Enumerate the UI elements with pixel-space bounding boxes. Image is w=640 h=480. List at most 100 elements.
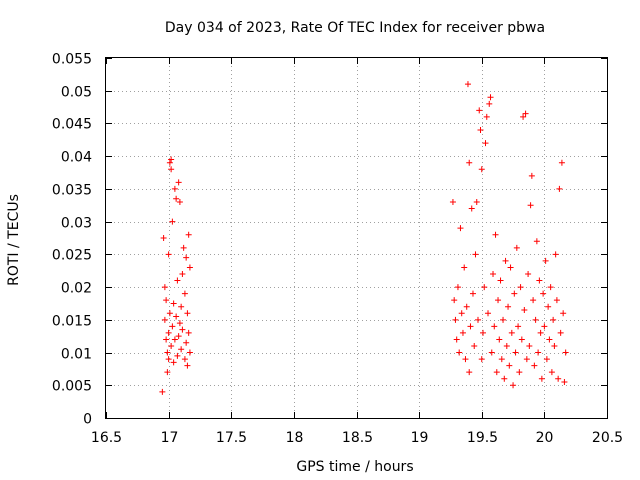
- data-point: [185, 231, 192, 238]
- data-point: [159, 388, 166, 395]
- x-tick-label: 16.5: [91, 430, 122, 446]
- data-point: [552, 251, 559, 258]
- data-point: [510, 382, 517, 389]
- data-point: [175, 179, 182, 186]
- data-point: [532, 316, 539, 323]
- y-tick-label: 0.05: [61, 85, 92, 101]
- data-point: [527, 202, 534, 209]
- data-point: [171, 336, 178, 343]
- y-tick-label: 0.025: [52, 248, 92, 264]
- data-point: [515, 323, 522, 330]
- y-tick-label: 0.015: [52, 314, 92, 330]
- data-point: [516, 369, 523, 376]
- data-point: [551, 343, 558, 349]
- data-point: [165, 251, 172, 258]
- data-point: [178, 346, 185, 353]
- data-point: [474, 316, 481, 323]
- data-point: [541, 323, 548, 330]
- data-point: [517, 284, 524, 291]
- y-tick-label: 0.04: [61, 150, 92, 166]
- data-point: [556, 185, 563, 192]
- data-point: [542, 257, 549, 264]
- x-tick-label: 17.5: [216, 430, 247, 446]
- data-point: [503, 343, 510, 349]
- data-point: [181, 356, 188, 363]
- data-point: [550, 316, 557, 323]
- data-point: [502, 257, 509, 264]
- x-tick-label: 19: [411, 430, 429, 446]
- data-point: [521, 307, 528, 313]
- data-point: [173, 195, 180, 202]
- data-point: [160, 235, 167, 241]
- data-point: [471, 343, 478, 349]
- data-point: [538, 375, 545, 382]
- data-point: [174, 352, 181, 359]
- data-point: [478, 356, 485, 363]
- data-point: [531, 362, 538, 369]
- data-point: [165, 356, 172, 363]
- data-point: [166, 159, 173, 166]
- data-point: [166, 310, 173, 317]
- data-point: [186, 349, 193, 356]
- y-tick-label: 0.03: [61, 216, 92, 232]
- data-point: [461, 264, 468, 271]
- data-point: [174, 277, 181, 284]
- data-point: [176, 320, 183, 327]
- data-point: [459, 329, 466, 336]
- data-point: [467, 323, 474, 330]
- data-point: [186, 264, 193, 271]
- x-tick-label: 18.5: [342, 430, 373, 446]
- data-point: [452, 316, 459, 323]
- data-point: [548, 369, 555, 376]
- x-tick-label: 17: [161, 430, 179, 446]
- grid: [106, 58, 607, 418]
- y-tick-label: 0.035: [52, 183, 92, 199]
- data-point: [507, 264, 514, 271]
- data-point: [168, 156, 175, 163]
- data-points: [159, 81, 569, 395]
- y-tick-label: 0.02: [61, 281, 92, 297]
- data-point: [522, 110, 529, 117]
- data-point: [464, 81, 471, 88]
- data-point: [562, 349, 569, 356]
- data-point: [537, 329, 544, 336]
- data-point: [486, 100, 493, 107]
- y-tick-label: 0.055: [52, 52, 92, 68]
- data-point: [458, 310, 465, 317]
- data-point: [555, 375, 562, 382]
- data-point: [476, 107, 483, 114]
- x-tick-label: 18: [286, 430, 304, 446]
- data-point: [505, 303, 512, 310]
- y-tick-labels: 0 0.005 0.01 0.015 0.02 0.025 0.03 0.035 0.04 0.0…: [52, 52, 92, 428]
- data-point: [169, 323, 176, 330]
- data-point: [495, 297, 502, 304]
- data-point: [463, 303, 470, 310]
- data-point: [561, 379, 568, 385]
- data-point: [185, 329, 192, 336]
- data-point: [493, 369, 500, 376]
- data-point: [490, 271, 497, 277]
- data-point: [523, 356, 530, 363]
- data-point: [171, 185, 178, 192]
- y-tick-label: 0.045: [52, 117, 92, 133]
- chart-title: Day 034 of 2023, Rate Of TEC Index for r…: [165, 20, 545, 36]
- data-point: [456, 349, 463, 356]
- data-point: [183, 339, 190, 346]
- data-point: [512, 349, 519, 356]
- data-point: [488, 349, 495, 356]
- x-tick-label: 20: [536, 430, 554, 446]
- data-point: [498, 356, 505, 363]
- y-tick-label: 0.005: [52, 379, 92, 395]
- data-point: [165, 329, 172, 336]
- x-tick-label: 20.5: [592, 430, 623, 446]
- data-point: [492, 231, 499, 238]
- data-point: [535, 349, 542, 356]
- y-tick-label: 0: [83, 412, 92, 428]
- data-point: [176, 199, 183, 205]
- data-point: [453, 336, 460, 343]
- data-point: [473, 199, 480, 205]
- data-point: [184, 362, 191, 369]
- data-point: [466, 369, 473, 376]
- data-point: [163, 297, 170, 304]
